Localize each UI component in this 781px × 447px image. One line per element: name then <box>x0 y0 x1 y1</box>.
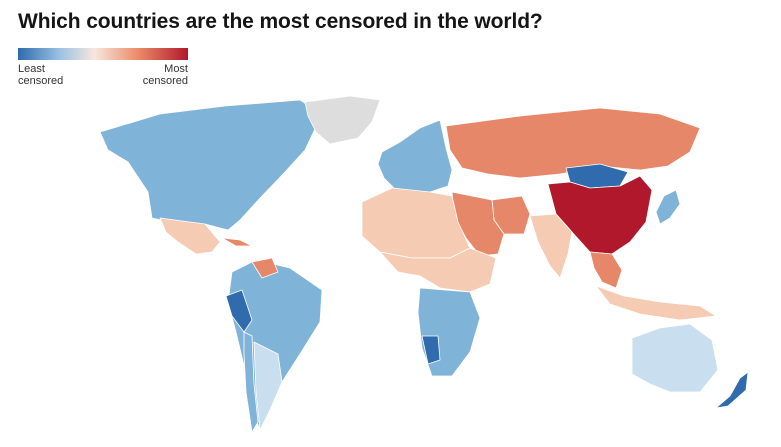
region-peru <box>225 289 253 333</box>
legend-labels: Least censored Most censored <box>18 63 188 87</box>
world-map <box>99 95 749 433</box>
region-cuba <box>221 237 253 247</box>
region-indonesia <box>595 285 717 321</box>
legend-gradient-bar <box>18 48 188 60</box>
region-japan <box>655 189 681 225</box>
chart-title: Which countries are the most censored in… <box>18 10 543 33</box>
region-chile <box>243 331 259 433</box>
region-mexico <box>159 217 221 255</box>
region-india <box>529 213 573 279</box>
region-southeast-asia <box>589 251 623 289</box>
region-russia <box>445 107 701 179</box>
color-legend: Least censored Most censored <box>18 48 188 87</box>
region-namibia <box>421 335 441 365</box>
region-central-africa <box>379 247 497 293</box>
region-new-zealand <box>715 371 749 409</box>
legend-low-label: Least censored <box>18 63 64 87</box>
region-argentina <box>253 341 283 431</box>
region-north-america <box>99 99 323 231</box>
legend-high-label: Most censored <box>142 63 188 87</box>
region-southern-africa <box>417 287 481 377</box>
region-europe <box>377 119 453 193</box>
region-south-america <box>227 259 323 431</box>
region-venezuela <box>251 257 279 279</box>
region-greenland <box>304 95 381 145</box>
region-australia <box>631 323 719 393</box>
